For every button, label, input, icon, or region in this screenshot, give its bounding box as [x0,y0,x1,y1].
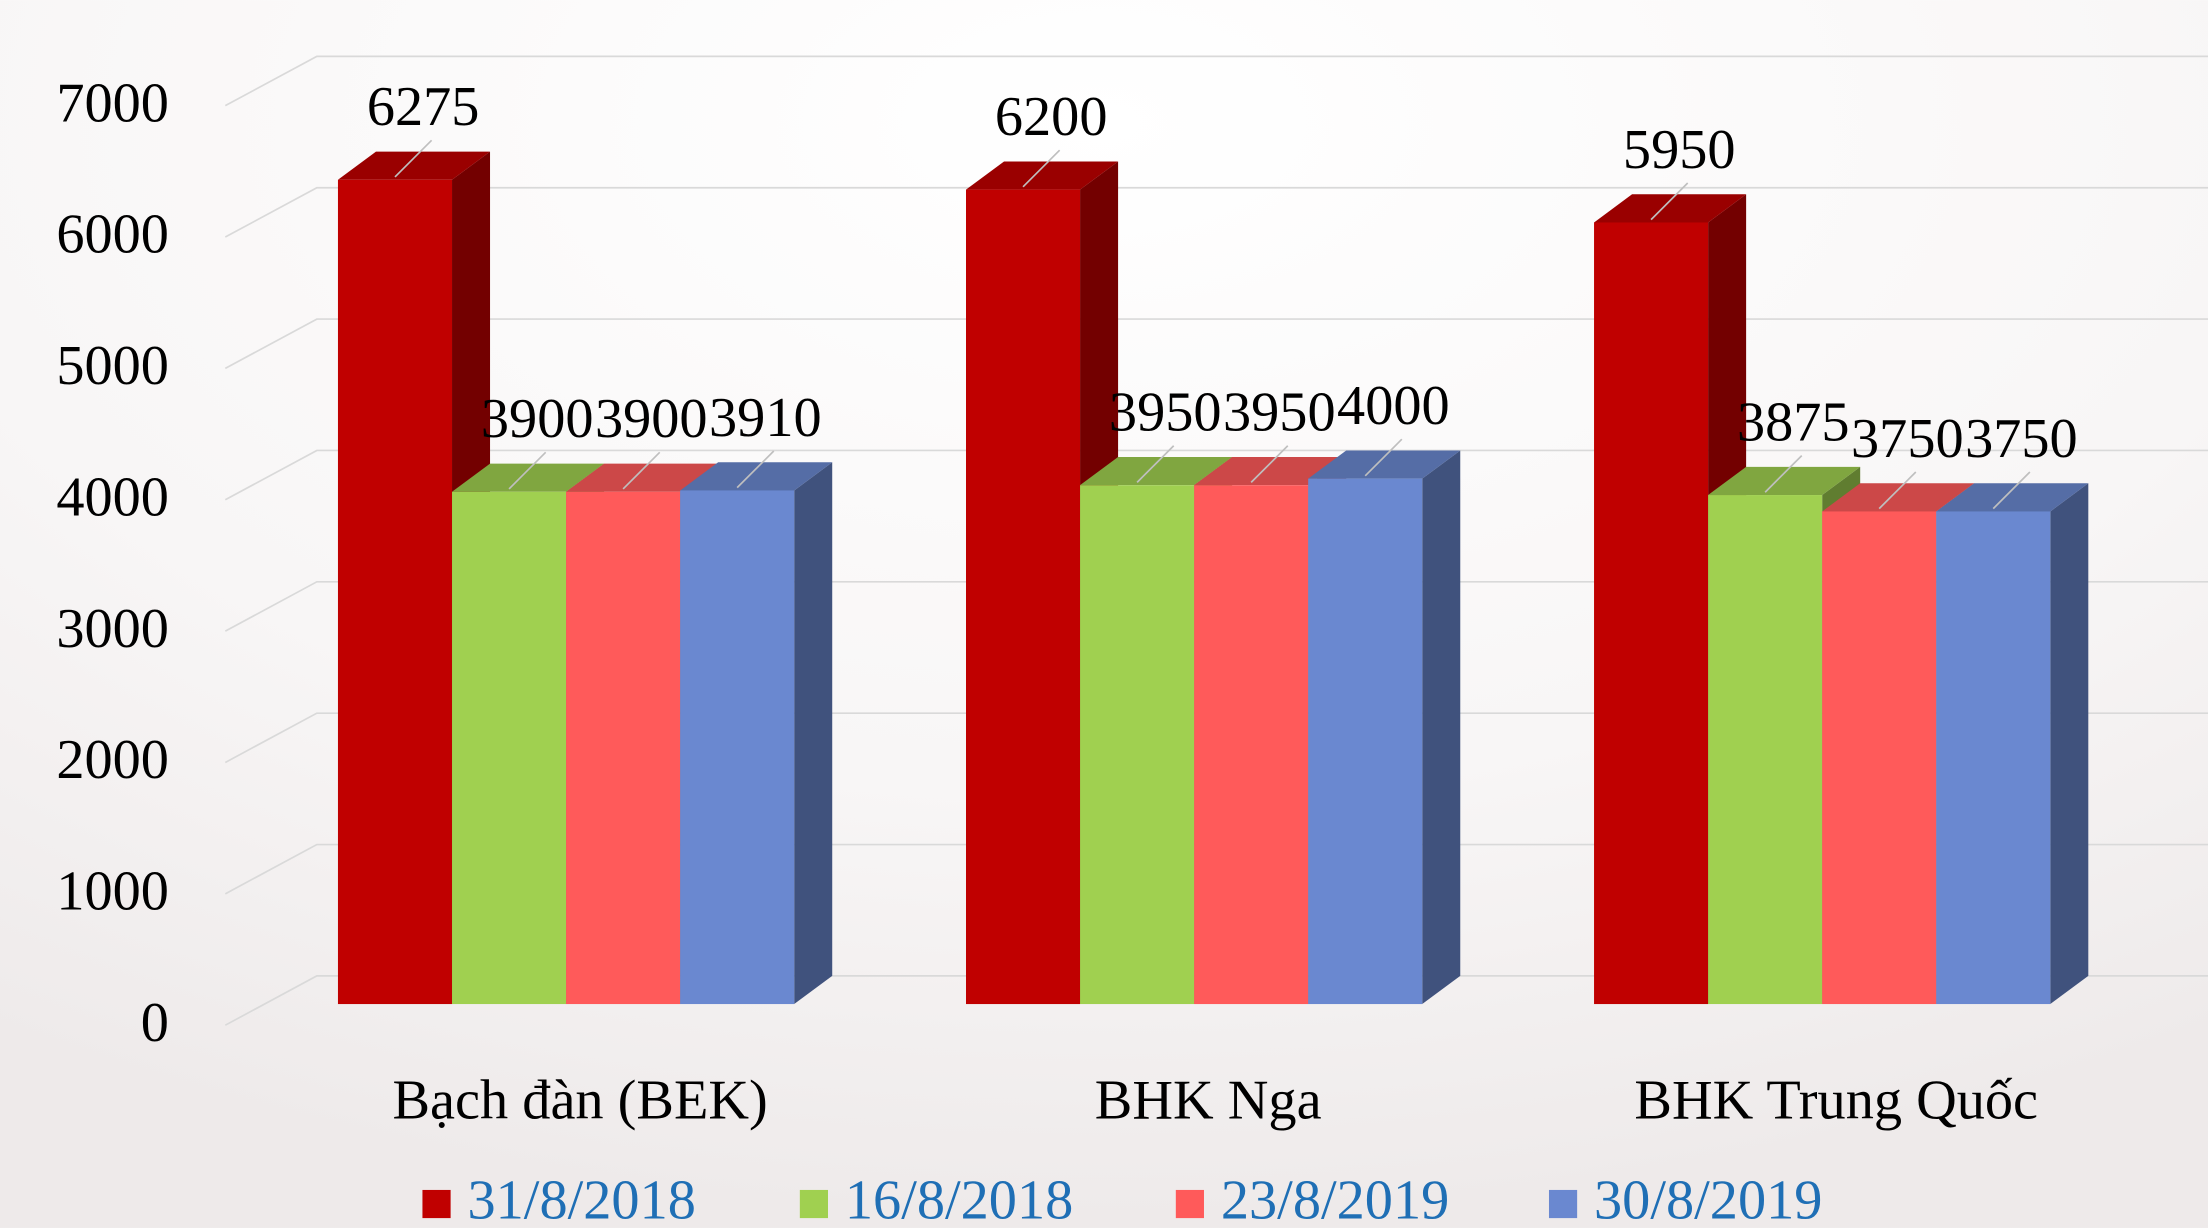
y-tick-label: 2000 [56,729,169,791]
leader-line [622,451,661,490]
leader-line [1992,471,2031,510]
data-label: 6275 [367,76,480,138]
bar-top [1708,466,1861,496]
bar [337,179,453,1005]
bar-top [966,161,1119,190]
y-tick-label: 1000 [56,861,169,923]
data-label: 3750 [1851,408,1964,470]
bar-top [1194,457,1347,486]
data-label: 3910 [709,387,822,449]
data-label: 3900 [595,388,708,450]
legend-swatch [1548,1189,1578,1219]
legend-swatch [422,1189,451,1219]
y-tick-label: 3000 [56,598,169,660]
data-label: 3950 [1109,382,1222,444]
data-label: 4000 [1337,375,1450,437]
leader-line [394,139,433,178]
bar [966,189,1081,1005]
legend-label: 30/8/2019 [1594,1169,1822,1228]
bar-top [1936,483,2089,512]
leader-line [1022,149,1061,188]
y-tick-label: 5000 [56,335,169,397]
grid-line [224,186,2208,238]
bar-top [1308,450,1461,479]
bar [1308,478,1423,1005]
bar [1708,495,1823,1005]
data-label: 3950 [1223,382,1336,444]
grid-line [224,55,2208,107]
leader-line [1878,471,1917,510]
bar-side [794,462,833,1005]
bar-top [566,463,719,492]
leader-line [1136,445,1175,483]
bar [566,491,681,1005]
leader-line [736,450,775,489]
x-tick-label: BHK Nga [1095,1069,1322,1131]
leader-line [1650,182,1689,221]
bar [1194,485,1309,1005]
legend-swatch [799,1189,828,1219]
leader-line [508,451,547,490]
bar-top [680,462,833,491]
legend-label: 23/8/2019 [1221,1169,1449,1228]
leader-line [1764,455,1803,493]
data-label: 3875 [1737,391,1850,453]
x-tick-label: Bạch đàn (BEK) [393,1069,768,1131]
bar [452,491,567,1005]
bar-side [2050,483,2089,1005]
bar-top [1594,194,1747,223]
bar-top [452,463,605,492]
x-tick-label: BHK Trung Quốc [1634,1069,2038,1131]
data-label: 5950 [1623,119,1736,181]
leader-line [1250,445,1289,483]
bar [1594,222,1709,1005]
grid-line [224,843,2208,895]
bar [680,490,795,1005]
bar-side [1422,450,1461,1005]
y-tick-label: 7000 [56,72,169,134]
grid-line [224,712,2208,764]
y-tick-label: 4000 [56,466,169,528]
bar [1936,511,2051,1005]
grid-line [224,580,2208,632]
leader-line [1364,438,1403,477]
data-label: 3900 [481,388,594,450]
bar [1822,511,1937,1005]
bar-top [337,151,491,180]
y-tick-label: 0 [141,992,169,1054]
legend-label: 31/8/2018 [468,1169,696,1228]
grid-line [224,449,2208,501]
bar-top [1080,457,1233,486]
grid-line [224,318,2208,370]
bar [1080,485,1195,1005]
data-label: 6200 [995,86,1108,148]
y-tick-label: 6000 [56,204,169,266]
grid-line [224,975,2208,1026]
legend-label: 16/8/2018 [845,1169,1073,1228]
legend-swatch [1175,1189,1204,1219]
data-label: 3750 [1965,408,2078,470]
bar-top [1822,483,1975,512]
